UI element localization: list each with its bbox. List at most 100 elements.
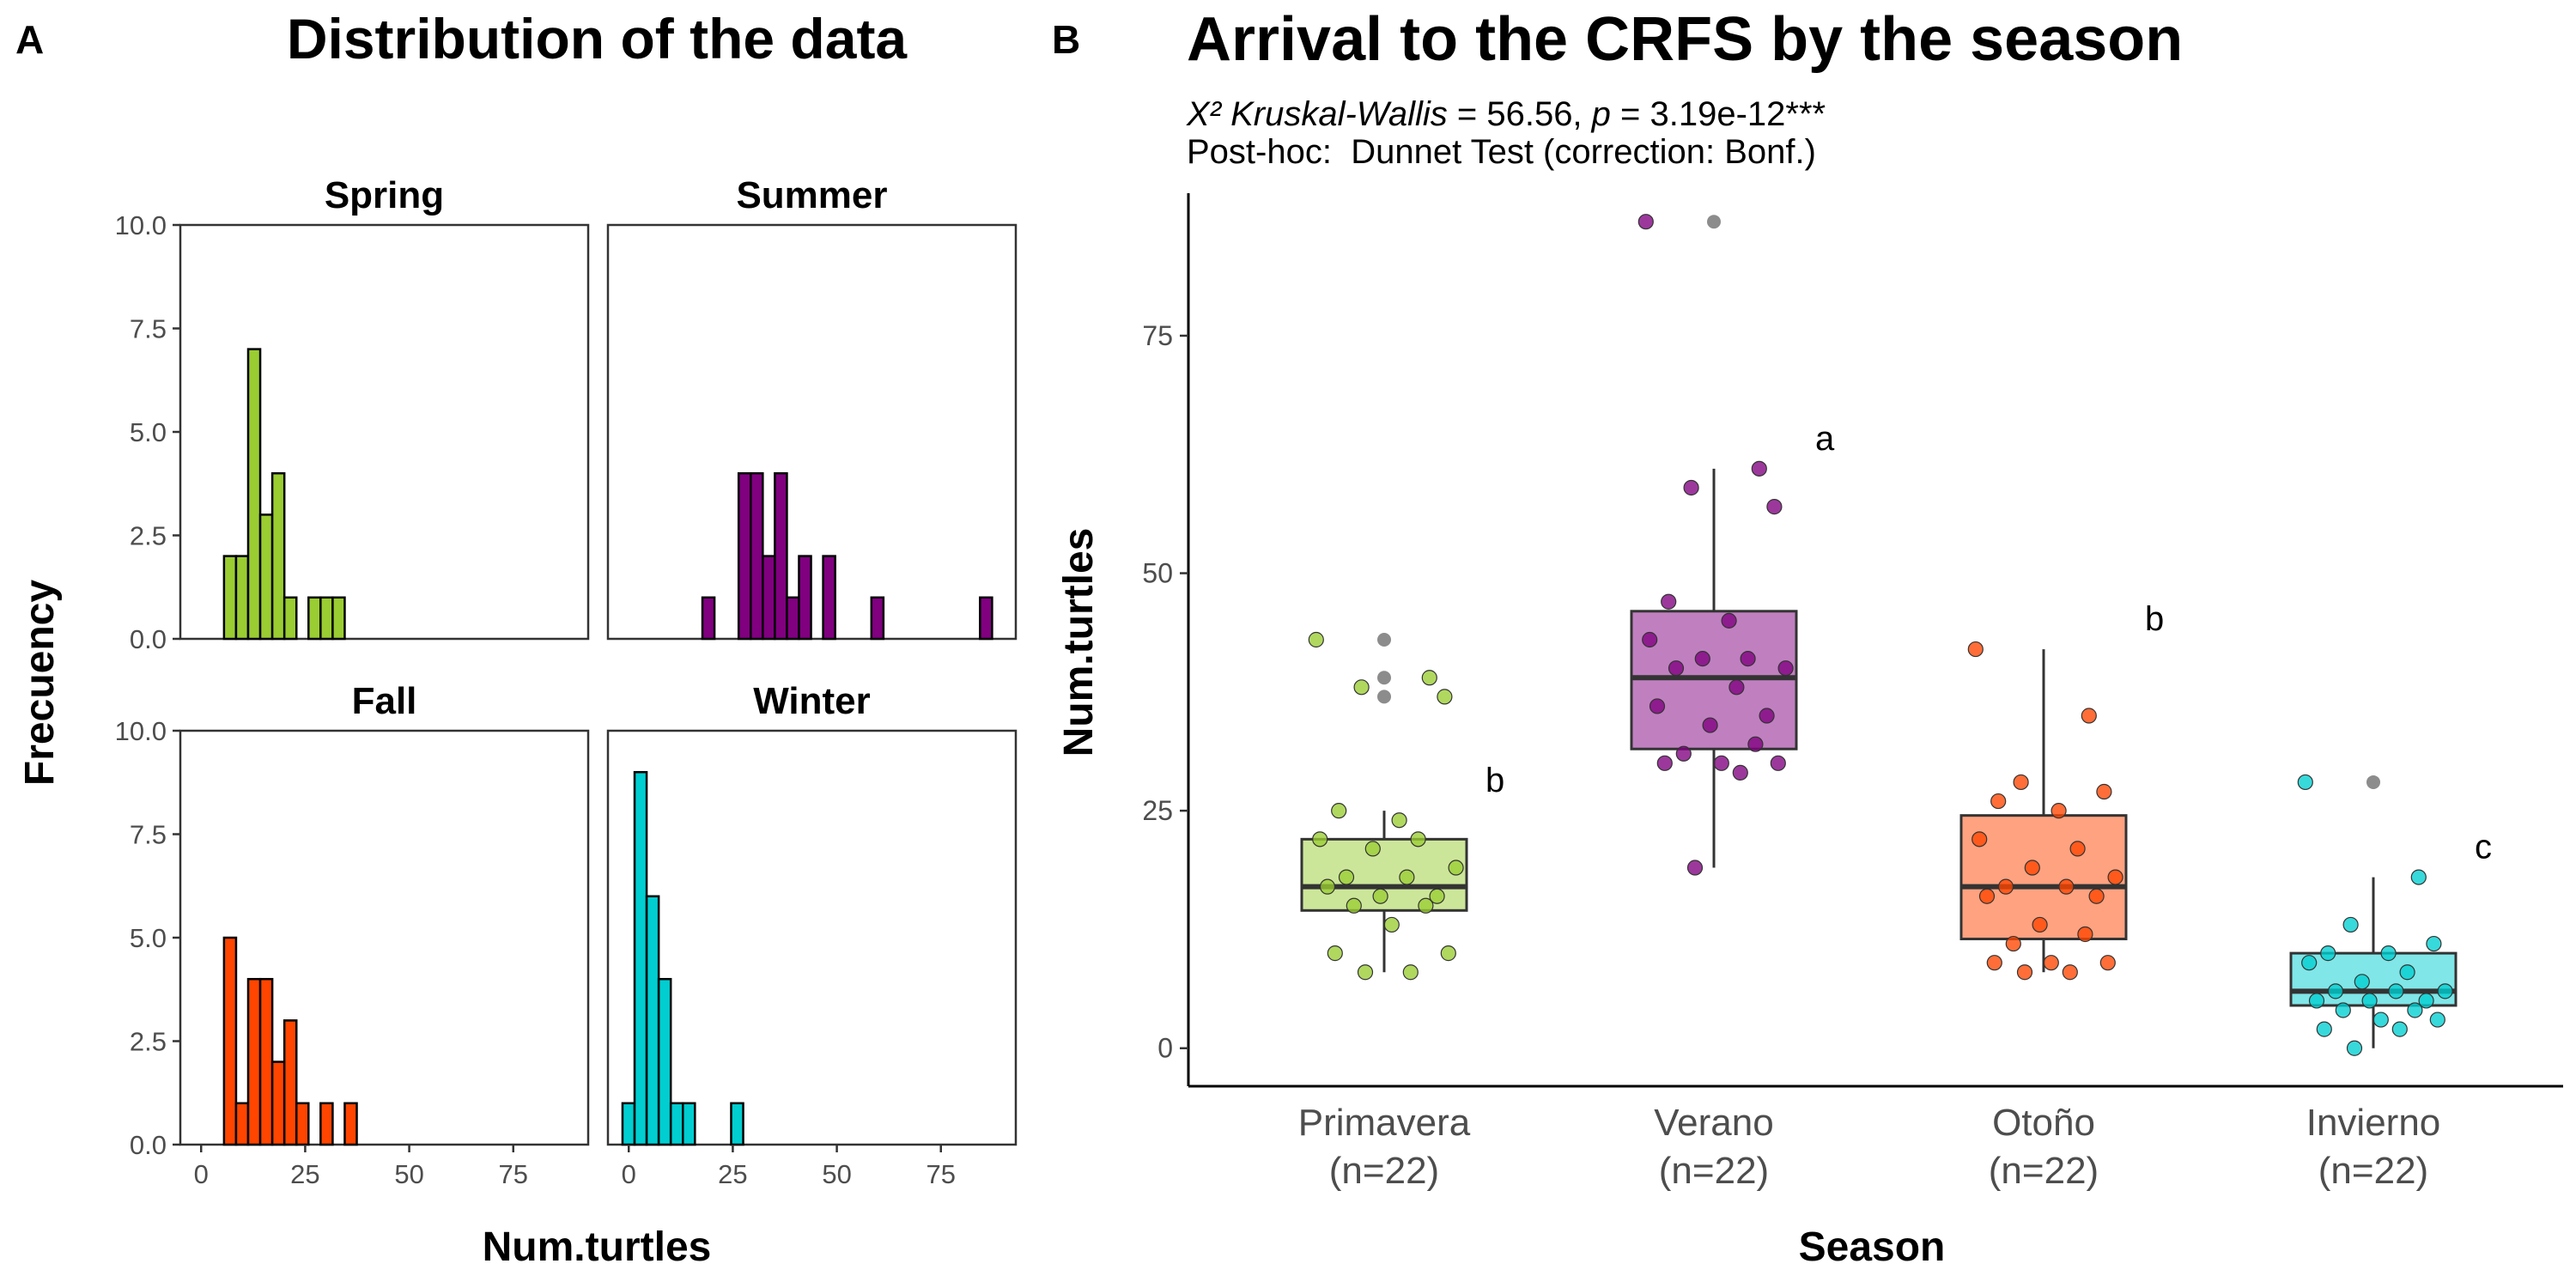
data-point: [2024, 860, 2040, 876]
y-tick-label: 75: [1142, 320, 1173, 351]
data-point: [1448, 860, 1464, 876]
data-point: [2388, 983, 2404, 999]
histogram-bar: [681, 1102, 696, 1146]
data-point: [2342, 916, 2359, 933]
data-point: [1661, 593, 1677, 610]
panel-a-title: Distribution of the data: [287, 7, 908, 70]
data-point: [2391, 1021, 2408, 1037]
box-group-invierno: c Invierno (n=22): [2289, 774, 2492, 1192]
histogram-bar: [343, 1102, 358, 1146]
data-point: [1747, 736, 1764, 752]
panel-b-x-axis-label: Season: [1799, 1224, 1946, 1270]
data-point: [2308, 993, 2325, 1009]
x-tick-n-label: (n=22): [2318, 1150, 2428, 1192]
facet-strip-label: Winter: [753, 680, 871, 722]
x-tick-label: Verano: [1654, 1102, 1773, 1144]
data-point: [2320, 945, 2336, 962]
histogram-bar: [222, 936, 238, 1146]
data-point: [2361, 993, 2378, 1009]
x-tick-label: 0: [622, 1159, 636, 1189]
histogram-bar: [798, 555, 812, 641]
histogram-bar: [234, 1102, 250, 1146]
data-point: [2032, 916, 2048, 933]
panel-a-y-axis-label: Frecuency: [17, 580, 63, 786]
x-tick-n-label: (n=22): [1659, 1150, 1769, 1192]
data-point: [1777, 660, 1794, 677]
data-point: [2372, 1012, 2389, 1028]
x-tick-label: Otoño: [1992, 1102, 2095, 1144]
panel-a-tag: A: [15, 17, 44, 62]
box-group-verano: a Verano (n=22): [1630, 214, 1835, 1192]
data-point: [1383, 916, 1400, 933]
data-point: [1990, 793, 2007, 810]
histogram-bar: [258, 513, 274, 641]
data-point: [1770, 755, 1786, 771]
data-point: [1440, 945, 1456, 962]
histogram-bar: [307, 596, 322, 641]
data-point: [1740, 651, 1756, 667]
data-point: [2327, 983, 2344, 999]
facet-strip-label: Summer: [736, 174, 887, 216]
outlier-point: [1377, 690, 1391, 704]
data-point: [1364, 841, 1381, 857]
data-point: [2399, 964, 2415, 981]
histogram-bar: [730, 1102, 744, 1146]
facet-panel-border: [179, 729, 590, 1146]
data-point: [2081, 708, 2097, 724]
x-tick-label: Invierno: [2306, 1102, 2441, 1144]
data-point: [1702, 717, 1718, 733]
histogram-bar: [621, 1102, 636, 1146]
y-tick-label: 10.0: [115, 210, 167, 240]
data-point: [1997, 878, 2014, 895]
data-point: [1721, 612, 1737, 629]
y-tick-label: 10.0: [115, 716, 167, 746]
histogram-bar: [762, 555, 776, 641]
data-point: [1728, 679, 1745, 696]
data-point: [2410, 869, 2427, 885]
data-point: [1429, 888, 1445, 904]
data-point: [1312, 831, 1328, 848]
data-point: [2013, 774, 2029, 791]
histogram-bar: [283, 596, 298, 641]
histogram-bar: [737, 471, 752, 641]
data-point: [1766, 499, 1783, 515]
histogram-bar: [222, 555, 238, 641]
data-point: [2062, 964, 2078, 981]
data-point: [1357, 964, 1374, 981]
x-tick-label: Primavera: [1298, 1102, 1471, 1144]
outlier-point: [2366, 775, 2380, 789]
data-point: [2069, 841, 2086, 857]
histogram-bar: [750, 471, 764, 641]
y-tick-label: 0: [1157, 1033, 1173, 1064]
data-point: [2050, 803, 2067, 819]
subtitle-p-value: = 3.19e-12***: [1611, 95, 1826, 133]
histogram-bar: [319, 596, 334, 641]
significance-letter: a: [1815, 420, 1835, 458]
facet-winter: Winter 0 25 50 75: [606, 680, 1018, 1189]
facet-summer: Summer: [606, 174, 1018, 641]
panel-b-subtitle-stat: X² Kruskal-Wallis = 56.56, p = 3.19e-12*…: [1186, 95, 1826, 133]
data-point: [1978, 888, 1996, 904]
box-group-primavera: b Primavera (n=22): [1298, 631, 1504, 1192]
data-point: [1418, 897, 1434, 914]
data-point: [1642, 631, 1658, 648]
y-tick-label: 2.5: [130, 521, 167, 551]
outlier-point: [1377, 633, 1391, 647]
histogram-bar: [786, 596, 800, 641]
data-point: [1668, 660, 1685, 677]
panel-b-tag: B: [1052, 17, 1080, 62]
outlier-point: [1377, 671, 1391, 685]
data-point: [2043, 955, 2059, 971]
data-point: [1353, 679, 1370, 696]
data-point: [1732, 764, 1748, 781]
data-point: [1327, 945, 1343, 962]
data-point: [1410, 831, 1426, 848]
data-point: [1399, 869, 1415, 885]
data-point: [2096, 783, 2112, 800]
histogram-bar: [246, 977, 262, 1146]
outlier-point: [1707, 215, 1721, 229]
data-point: [2077, 926, 2093, 943]
histogram-bar: [979, 596, 993, 641]
data-point: [1986, 955, 2002, 971]
